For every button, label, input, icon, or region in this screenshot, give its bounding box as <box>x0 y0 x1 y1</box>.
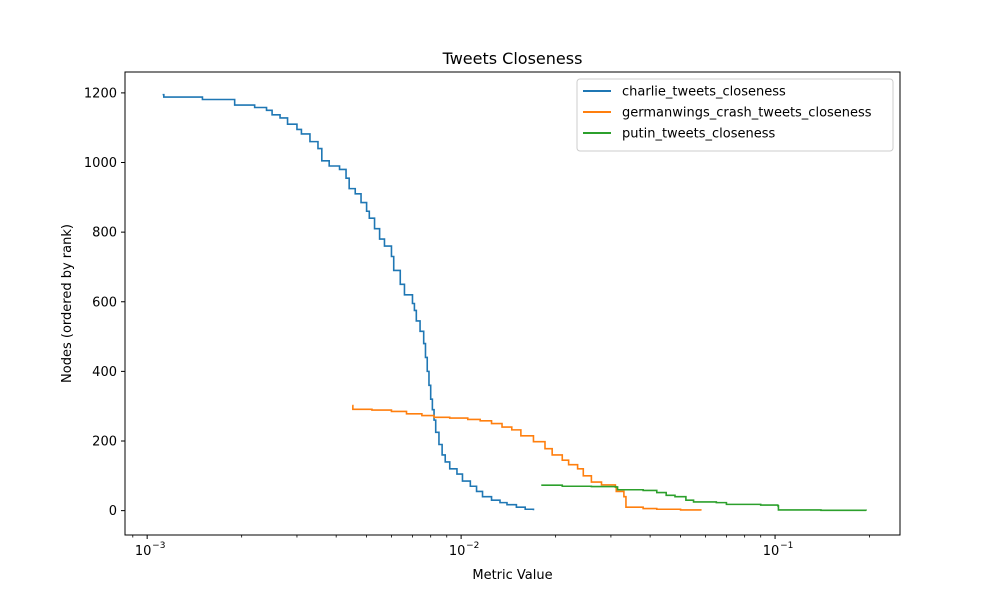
series-layer <box>162 93 867 512</box>
y-axis-label: Nodes (ordered by rank) <box>60 224 75 383</box>
y-tick-label: 400 <box>92 365 117 380</box>
y-tick-label: 600 <box>92 295 117 310</box>
plot-frame <box>124 71 901 536</box>
y-tick-label: 0 <box>109 504 117 519</box>
y-tick-label: 800 <box>92 226 117 241</box>
series-line-germanwings_crash_tweets_closeness <box>352 404 702 511</box>
x-tick-exponent: −1 <box>780 541 793 551</box>
legend-label: germanwings_crash_tweets_closeness <box>622 106 872 121</box>
x-tick-exponent: −3 <box>152 541 165 551</box>
y-tick-label: 200 <box>92 435 117 450</box>
x-tick-label: 10 <box>135 544 152 559</box>
x-tick-exponent: −2 <box>466 541 479 551</box>
series-line-putin_tweets_closeness <box>541 484 867 512</box>
legend: charlie_tweets_closeness germanwings_cras… <box>576 78 894 152</box>
legend-label: charlie_tweets_closeness <box>622 85 786 100</box>
x-tick-label: 10 <box>449 544 466 559</box>
x-tick-label: 10 <box>763 544 780 559</box>
chart-title: Tweets Closeness <box>442 49 583 68</box>
y-tick-label: 1200 <box>84 86 117 101</box>
series-line-charlie_tweets_closeness <box>162 93 535 511</box>
y-tick-label: 1000 <box>84 156 117 171</box>
legend-label: putin_tweets_closeness <box>622 127 776 142</box>
x-axis-label: Metric Value <box>472 568 552 583</box>
legend-box <box>576 78 894 152</box>
